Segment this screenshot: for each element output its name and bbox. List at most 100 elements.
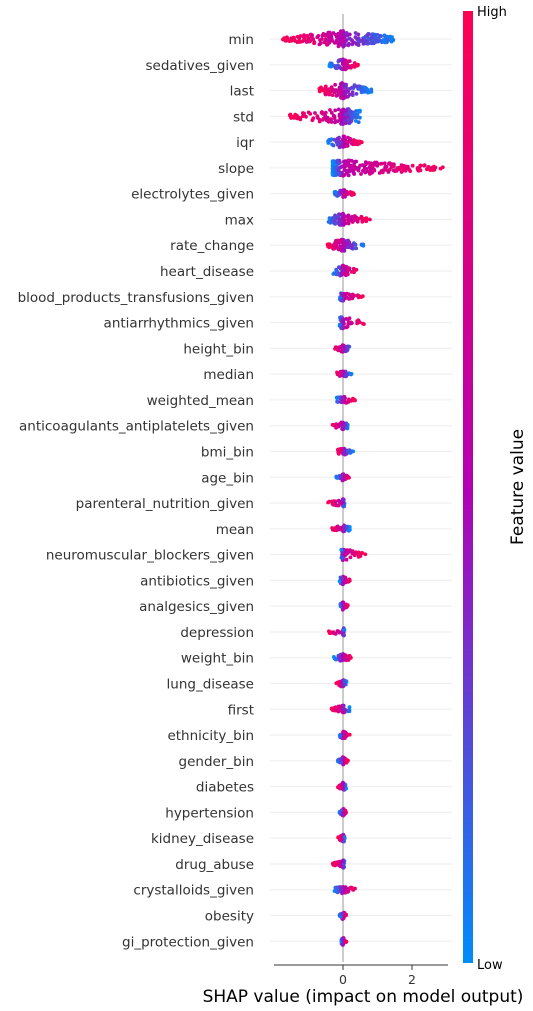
shap-point — [340, 710, 345, 715]
feature-label: analgesics_given — [139, 599, 254, 615]
shap-point — [401, 168, 406, 173]
colorbar-high-label: High — [477, 5, 507, 20]
shap-point — [327, 137, 332, 142]
shap-point — [346, 59, 350, 64]
shap-point — [363, 552, 368, 557]
shap-point — [352, 214, 357, 219]
shap-point — [337, 734, 342, 738]
shap-point — [343, 39, 347, 44]
shap-point — [342, 192, 347, 197]
shap-point — [353, 242, 358, 247]
feature-label: neuromuscular_blockers_given — [46, 548, 254, 564]
shap-point — [375, 33, 380, 37]
shap-point — [344, 31, 349, 35]
shap-point — [353, 31, 358, 35]
shap-point — [333, 499, 338, 504]
shap-point — [357, 86, 362, 91]
shap-point — [330, 246, 335, 250]
shap-point — [336, 372, 341, 376]
shap-point — [349, 246, 354, 251]
feature-label: diabetes — [196, 780, 254, 796]
shap-point — [318, 89, 322, 94]
shap-point — [341, 916, 346, 921]
shap-point — [302, 111, 306, 116]
shap-point — [335, 886, 339, 891]
shap-point — [330, 172, 335, 177]
shap-point — [330, 216, 335, 220]
shap-point — [344, 325, 349, 330]
feature-points-rate_change — [325, 237, 366, 253]
feature-points-depression — [327, 626, 347, 638]
shap-point — [338, 66, 343, 70]
shap-point — [333, 108, 338, 113]
shap-point — [321, 112, 325, 116]
feature-label: height_bin — [183, 341, 254, 357]
shap-point — [330, 39, 335, 43]
shap-point — [346, 118, 350, 122]
shap-point — [369, 36, 374, 40]
shap-point — [342, 678, 347, 683]
shap-point — [333, 165, 337, 170]
shap-point — [341, 346, 346, 351]
feature-points-electrolytes_given — [332, 188, 356, 199]
shap-point — [344, 603, 349, 608]
shap-point — [340, 555, 345, 560]
shap-point — [343, 373, 348, 378]
feature-points-kidney_disease — [336, 832, 347, 844]
feature-points-median — [335, 369, 354, 379]
shap-point — [356, 43, 361, 47]
shap-point — [334, 243, 338, 248]
shap-point — [336, 63, 340, 68]
shap-point — [346, 221, 351, 226]
shap-point — [336, 400, 340, 404]
shap-point — [340, 813, 345, 817]
shap-point — [383, 164, 388, 169]
shap-point — [382, 33, 387, 38]
shap-point — [341, 173, 346, 178]
shap-point — [338, 220, 343, 225]
shap-point — [348, 372, 353, 376]
shap-point — [348, 449, 353, 454]
feature-points-last — [317, 81, 374, 101]
shap-point — [344, 939, 349, 944]
shap-point — [346, 217, 351, 221]
feature-label: parenteral_nutrition_given — [76, 496, 254, 512]
shap-point — [344, 65, 349, 70]
feature-points-age_bin — [334, 472, 351, 483]
shap-point — [347, 654, 352, 658]
shap-point — [354, 246, 359, 251]
feature-label: slope — [218, 161, 254, 177]
shap-point — [355, 219, 360, 224]
shap-point — [341, 122, 345, 126]
shap-point — [339, 111, 344, 115]
shap-point — [331, 272, 336, 276]
shap-point — [352, 165, 357, 170]
colorbar: High Low Feature value — [463, 5, 528, 973]
feature-label: weight_bin — [181, 651, 254, 667]
shap-point — [326, 141, 331, 145]
shap-point — [306, 110, 311, 115]
feature-points-min — [281, 29, 396, 49]
shap-point — [342, 168, 347, 173]
shap-point — [327, 629, 331, 634]
feature-label: kidney_disease — [151, 831, 254, 847]
shap-point — [337, 171, 341, 176]
shap-point — [349, 398, 354, 403]
shap-point — [334, 889, 339, 894]
shap-point — [336, 215, 341, 219]
shap-point — [345, 551, 349, 556]
shap-point — [313, 111, 317, 115]
x-axis-label: SHAP value (impact on model output) — [203, 987, 524, 1007]
feature-points-antiarrhythmics_given — [337, 315, 366, 331]
shap-point — [351, 40, 356, 45]
feature-points-neuromuscular_blockers_given — [339, 547, 368, 562]
shap-point — [306, 36, 311, 41]
shap-point — [352, 139, 356, 143]
shap-point — [336, 31, 341, 36]
colorbar-gradient — [463, 11, 473, 963]
shap-point — [347, 65, 352, 70]
shap-point — [342, 218, 347, 222]
shap-point — [333, 632, 338, 636]
shap-point — [382, 161, 387, 166]
shap-point — [366, 36, 371, 41]
